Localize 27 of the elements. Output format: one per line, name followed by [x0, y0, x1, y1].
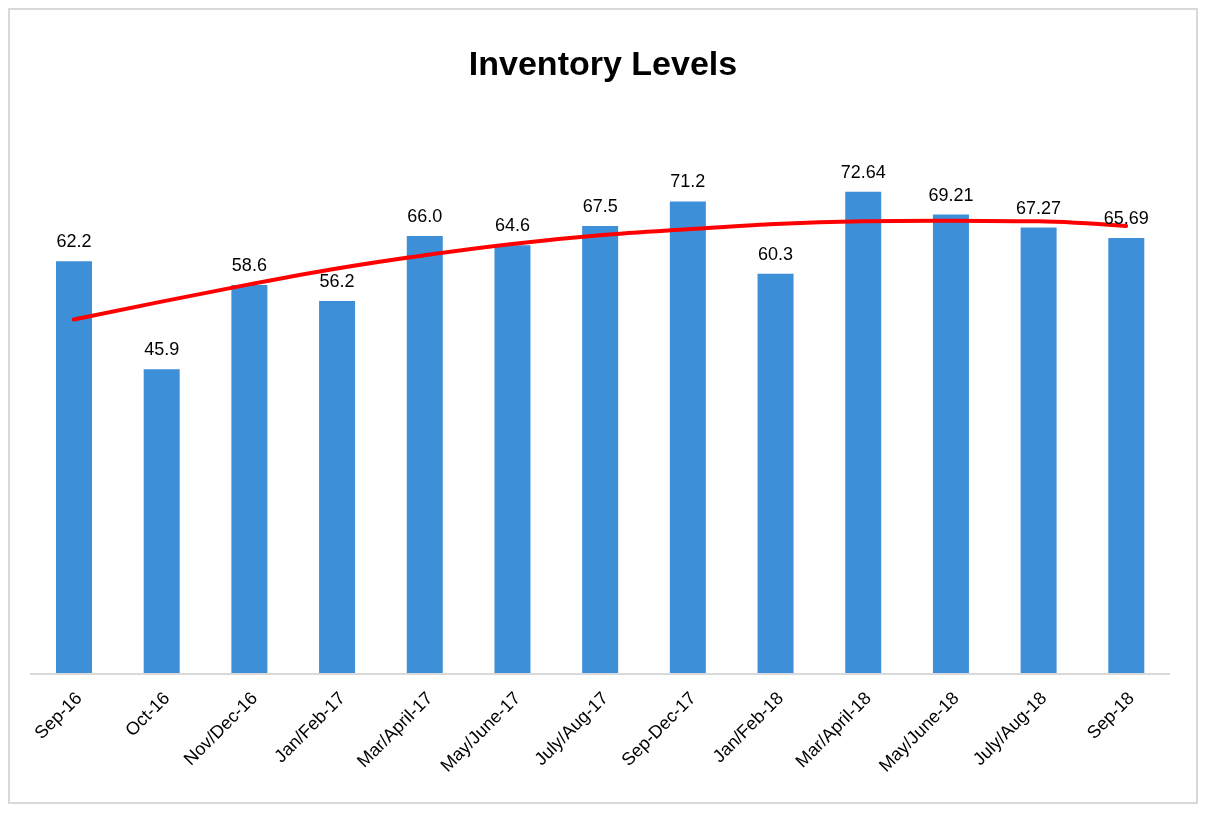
data-label: 64.6 [494, 215, 530, 236]
chart-title: Inventory Levels [467, 43, 739, 84]
bar [932, 214, 969, 674]
data-label: 45.9 [144, 339, 180, 360]
data-label: 66.0 [407, 205, 443, 226]
bar [669, 201, 706, 674]
data-label: 58.6 [231, 255, 267, 276]
data-label: 69.21 [928, 184, 974, 205]
data-label: 60.3 [758, 243, 794, 264]
bar [231, 285, 268, 674]
bar [757, 273, 794, 674]
bar [143, 369, 180, 674]
bar [1020, 227, 1057, 674]
bar [582, 225, 619, 674]
data-label: 56.2 [319, 270, 355, 291]
data-label: 62.2 [56, 231, 92, 252]
data-label: 67.5 [582, 195, 618, 216]
bar [56, 261, 92, 674]
data-label: 67.27 [1016, 197, 1062, 218]
bar [319, 300, 356, 674]
bar [494, 245, 531, 674]
data-label: 72.64 [840, 161, 886, 182]
bar [406, 235, 443, 674]
data-label: 71.2 [670, 171, 706, 192]
bar [845, 191, 882, 674]
bar [1108, 237, 1145, 674]
data-label: 65.69 [1103, 207, 1149, 228]
